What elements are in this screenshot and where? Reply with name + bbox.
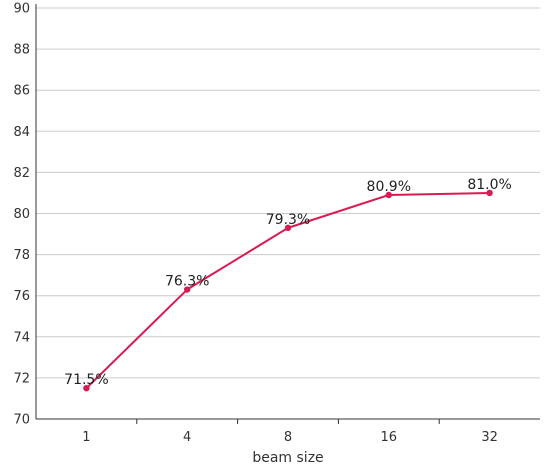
data-point	[184, 286, 191, 293]
data-point	[284, 224, 292, 232]
data-labels: 71.5% 76.3% 79.3% 80.9% 81.0%	[64, 177, 512, 388]
y-tick-label: 90	[13, 2, 30, 17]
y-tick-label: 78	[13, 248, 30, 263]
x-tick-label: 8	[284, 430, 292, 445]
y-tick-label: 88	[13, 43, 30, 58]
x-tick-label: 32	[481, 430, 498, 445]
data-label: 80.9%	[367, 179, 411, 195]
y-tick-label: 82	[13, 166, 30, 181]
y-tick-label: 72	[13, 371, 30, 386]
y-tick-label: 80	[13, 207, 30, 222]
y-tick-label: 84	[13, 125, 30, 140]
data-point	[83, 384, 90, 392]
axes	[35, 4, 540, 424]
data-label: 76.3%	[165, 274, 209, 290]
y-tick-labels: 70 72 74 76 78 80 82 84 86 88 90	[13, 2, 30, 428]
y-tick-label: 76	[13, 289, 30, 304]
x-axis-title: beam size	[252, 450, 323, 466]
data-point	[385, 191, 392, 199]
x-tick-labels: 1 4 8 16 32	[82, 430, 498, 445]
gridlines	[36, 7, 540, 379]
series-layer	[83, 189, 493, 392]
y-tick-label: 70	[13, 413, 30, 428]
x-tick-label: 16	[381, 430, 398, 445]
x-tick-label: 4	[183, 430, 191, 445]
data-point	[486, 189, 493, 197]
y-tick-label: 86	[13, 84, 30, 99]
data-label: 79.3%	[266, 212, 310, 228]
x-tick-label: 1	[82, 430, 90, 445]
data-label: 71.5%	[64, 372, 108, 388]
y-tick-label: 74	[13, 330, 30, 345]
data-label: 81.0%	[467, 177, 511, 193]
